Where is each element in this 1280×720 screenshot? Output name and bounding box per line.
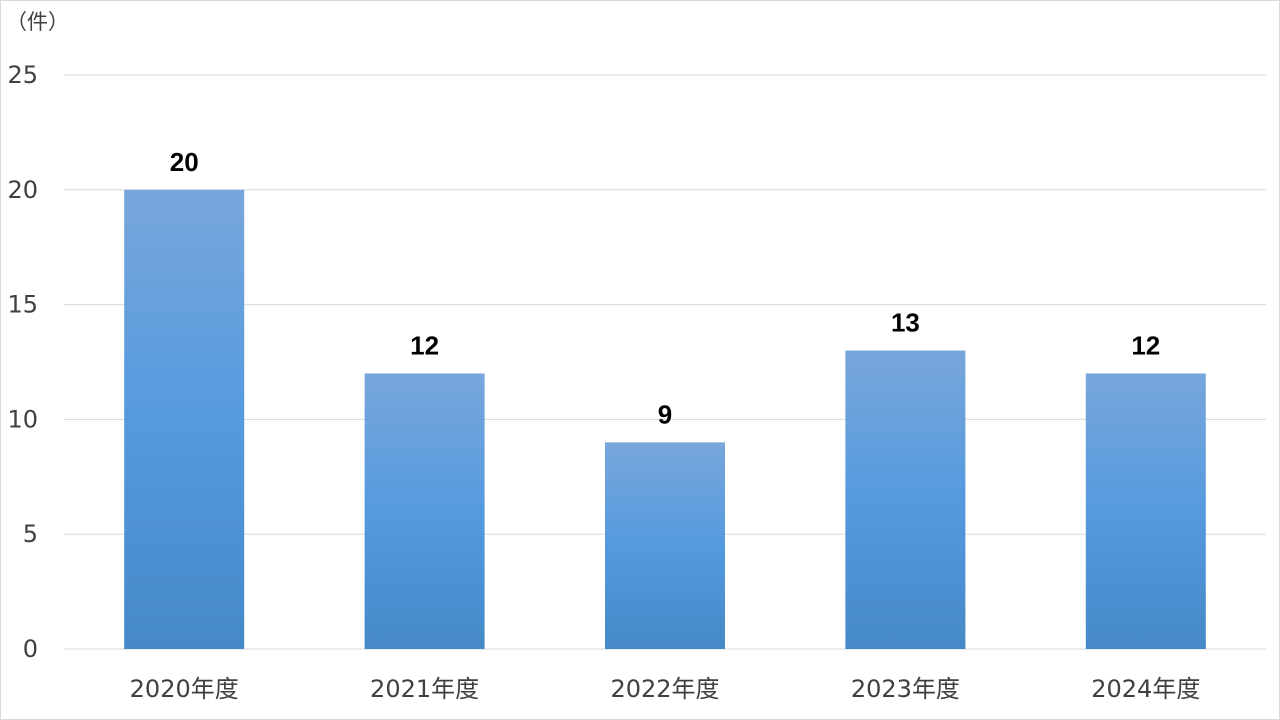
bars: [124, 189, 1206, 650]
y-tick-label: 5: [23, 520, 38, 548]
x-tick-label: 2024年度: [1091, 675, 1200, 703]
x-tick-label: 2020年度: [130, 675, 239, 703]
y-tick-label: 25: [7, 61, 38, 89]
bar: [124, 189, 245, 650]
data-label: 12: [410, 330, 439, 360]
gridlines: [64, 74, 1266, 650]
y-tick-label: 20: [7, 176, 38, 204]
x-tick-label: 2023年度: [851, 675, 960, 703]
bar: [845, 350, 966, 649]
data-label: 13: [891, 308, 920, 338]
data-label: 9: [658, 399, 672, 429]
y-tick-label: 15: [7, 291, 38, 319]
y-tick-label: 10: [7, 405, 38, 433]
data-label: 20: [170, 147, 199, 177]
bar: [605, 442, 725, 649]
x-axis-ticks: 2020年度 2021年度 2022年度 2023年度 2024年度: [130, 675, 1201, 703]
bar: [364, 373, 485, 649]
x-tick-label: 2021年度: [370, 675, 479, 703]
y-axis-unit-label: （件）: [6, 10, 69, 34]
bar: [1085, 373, 1206, 649]
y-axis-ticks: 0 5 10 15 20 25: [7, 61, 38, 663]
data-labels: 20 12 9 13 12: [170, 147, 1161, 430]
data-label: 12: [1131, 330, 1160, 360]
x-tick-label: 2022年度: [610, 675, 719, 703]
y-tick-label: 0: [23, 635, 38, 663]
